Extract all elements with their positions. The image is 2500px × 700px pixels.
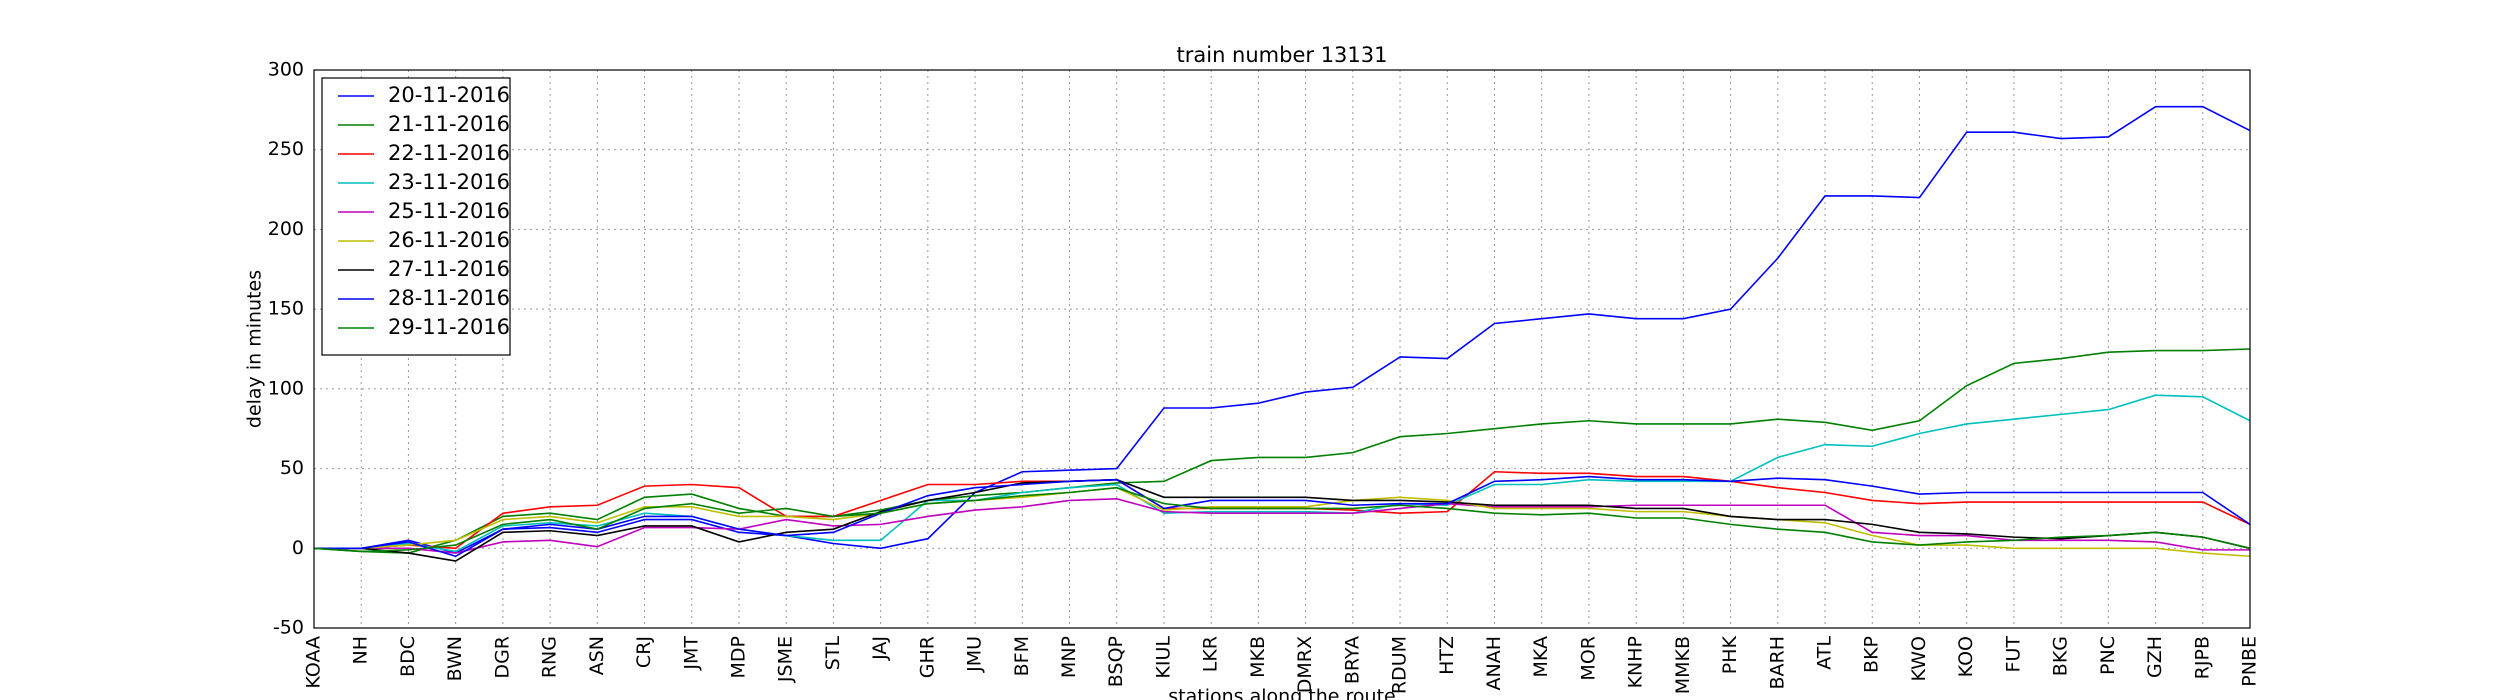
series-line	[314, 478, 2251, 562]
x-tick-label: LKR	[1200, 636, 1222, 672]
legend-label: 21-11-2016	[388, 112, 510, 136]
x-tick-label: MKB	[1247, 636, 1269, 678]
series-line	[314, 394, 2251, 553]
y-tick-label: 300	[268, 59, 304, 81]
x-tick-label: BARH	[1766, 636, 1788, 690]
legend-label: 23-11-2016	[388, 170, 510, 194]
x-tick-label: GHR	[916, 636, 938, 678]
y-tick-label: 50	[280, 457, 304, 479]
x-tick-label: ANAH	[1483, 636, 1505, 691]
x-tick-label: KWO	[1908, 636, 1930, 682]
x-tick-label: MMKB	[1672, 636, 1694, 694]
x-tick-label: KNHP	[1625, 636, 1647, 688]
x-tick-label: DMRX	[1294, 636, 1316, 693]
x-tick-label: BKG	[2050, 636, 2072, 676]
x-tick-label: MDP	[727, 636, 749, 678]
legend-box	[321, 77, 511, 356]
x-tick-label: RDUM	[1389, 636, 1411, 694]
y-tick-label: 250	[268, 138, 304, 160]
y-tick-label: -50	[273, 617, 304, 639]
x-tick-label: KOO	[1955, 636, 1977, 677]
y-tick-label: 200	[268, 218, 304, 240]
plot-frame	[313, 69, 2251, 629]
x-tick-label: KOAA	[303, 636, 325, 689]
x-tick-label: NH	[350, 636, 372, 665]
x-tick-label: CRJ	[633, 636, 655, 668]
series-line	[314, 498, 2250, 554]
series-line	[314, 475, 2251, 558]
legend: 20-11-2016 21-11-2016 22-11-2016 23-11-2016…	[321, 77, 511, 356]
x-tick-label: BKP	[1861, 636, 1883, 673]
x-tick-label: ASN	[586, 636, 608, 675]
x-tick-label: JMU	[964, 636, 986, 673]
chart-title: train number 13131	[1177, 43, 1388, 67]
x-tick-label: GZH	[2144, 636, 2166, 678]
x-tick-label: RJPB	[2191, 636, 2213, 679]
x-tick-label: BDC	[397, 636, 419, 677]
x-tick-label: STL	[822, 636, 844, 671]
x-tick-label: JMT	[680, 636, 702, 671]
y-tick-label: 150	[268, 298, 304, 320]
x-tick-label: PHK	[1719, 635, 1741, 674]
y-tick-label: 100	[268, 377, 304, 399]
legend-label: 22-11-2016	[388, 141, 510, 165]
x-tick-label: JAJ	[869, 636, 891, 661]
x-tick-label: MOR	[1577, 636, 1599, 681]
series-line	[314, 105, 2251, 554]
x-tick-label: MKA	[1530, 636, 1552, 678]
x-tick-label: BRYA	[1341, 636, 1363, 684]
x-tick-label: MNP	[1058, 636, 1080, 678]
legend-label: 28-11-2016	[388, 286, 510, 310]
legend-label: 20-11-2016	[388, 83, 510, 107]
x-tick-label: JSME	[775, 636, 797, 683]
y-tick-label: 0	[292, 537, 304, 559]
y-axis-label: delay in minutes	[244, 270, 266, 428]
series-line	[314, 470, 2251, 550]
x-tick-label: ATL	[1814, 636, 1836, 670]
x-tick-label: PNC	[2097, 636, 2119, 675]
legend-label: 26-11-2016	[388, 228, 510, 252]
x-axis-label: stations along the route	[1168, 686, 1395, 700]
x-tick-label: FUT	[2002, 636, 2024, 673]
x-tick-label: HTZ	[1436, 636, 1458, 675]
x-tick-label: BWN	[444, 636, 466, 681]
x-tick-label: BFM	[1011, 636, 1033, 676]
legend-label: 27-11-2016	[388, 257, 510, 281]
series-line	[313, 486, 2251, 553]
series-line	[313, 348, 2251, 554]
x-tick-label: PNBE	[2239, 636, 2261, 687]
legend-label: 29-11-2016	[388, 315, 510, 339]
x-tick-label: KIUL	[1152, 636, 1174, 679]
legend-label: 25-11-2016	[388, 199, 510, 223]
x-tick-label: DGR	[491, 636, 513, 679]
x-tick-label: RNG	[539, 636, 561, 678]
x-tick-label: BSQP	[1105, 636, 1127, 687]
